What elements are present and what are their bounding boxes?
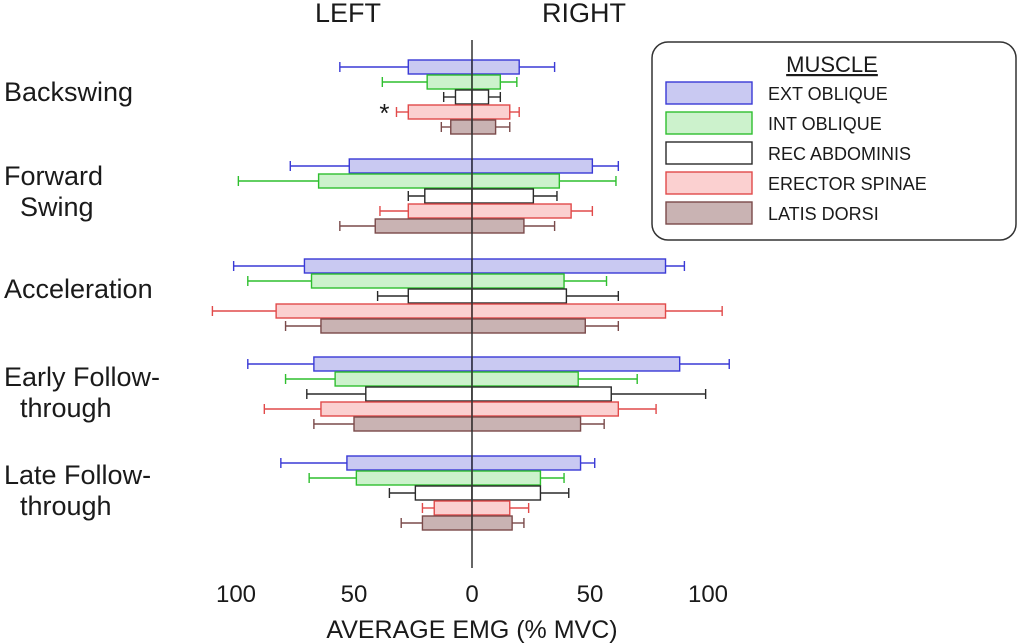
legend-label: EXT OBLIQUE bbox=[768, 84, 888, 104]
x-tick-label: 0 bbox=[465, 581, 478, 608]
bar-right bbox=[471, 318, 586, 334]
category-label: through bbox=[20, 393, 112, 423]
x-tick-label: 100 bbox=[688, 581, 728, 608]
bar-left bbox=[310, 273, 473, 289]
bar-left bbox=[320, 401, 473, 417]
bar-right bbox=[471, 119, 497, 135]
bar-right bbox=[471, 371, 579, 387]
bar-left bbox=[346, 455, 473, 471]
legend-label: ERECTOR SPINAE bbox=[768, 174, 927, 194]
bar-right bbox=[471, 173, 561, 189]
bar-left bbox=[407, 288, 473, 304]
legend-label: INT OBLIQUE bbox=[768, 114, 882, 134]
x-axis-title: AVERAGE EMG (% MVC) bbox=[326, 616, 617, 644]
bar-right bbox=[471, 500, 511, 516]
bar-left bbox=[353, 416, 473, 432]
bar-left bbox=[374, 218, 473, 234]
legend-label: LATIS DORSI bbox=[768, 204, 879, 224]
bar-right bbox=[471, 401, 620, 417]
bar-right bbox=[471, 59, 520, 75]
bar-right bbox=[471, 158, 594, 174]
category-label: through bbox=[20, 491, 112, 521]
bar-right bbox=[471, 218, 525, 234]
x-tick-label: 50 bbox=[341, 581, 368, 608]
bar-left bbox=[320, 318, 473, 334]
bar-left bbox=[317, 173, 473, 189]
bar-left bbox=[348, 158, 473, 174]
left-side-label: LEFT bbox=[315, 0, 381, 28]
bar-left bbox=[275, 303, 473, 319]
category-label: Backswing bbox=[4, 77, 133, 107]
bar-left bbox=[454, 89, 473, 105]
bar-right bbox=[471, 485, 542, 501]
bar-right bbox=[471, 303, 667, 319]
legend-swatch bbox=[665, 111, 753, 135]
bar-right bbox=[471, 188, 535, 204]
category-label: Acceleration bbox=[4, 274, 153, 304]
significance-marker: * bbox=[379, 98, 389, 128]
bar-right bbox=[471, 470, 542, 486]
bar-left bbox=[450, 119, 473, 135]
bar-left bbox=[414, 485, 473, 501]
bar-left bbox=[365, 386, 473, 402]
bar-left bbox=[407, 104, 473, 120]
legend-swatch bbox=[665, 81, 753, 105]
legend-label: REC ABDOMINIS bbox=[768, 144, 911, 164]
x-tick-label: 50 bbox=[577, 581, 604, 608]
bar-right bbox=[471, 455, 582, 471]
bar-right bbox=[471, 203, 572, 219]
bar-right bbox=[471, 104, 511, 120]
bar-left bbox=[421, 515, 473, 531]
category-label: Late Follow- bbox=[4, 460, 151, 490]
category-label: Early Follow- bbox=[4, 362, 160, 392]
bar-right bbox=[471, 258, 667, 274]
x-tick-label: 100 bbox=[216, 581, 256, 608]
bar-right bbox=[471, 515, 513, 531]
bar-left bbox=[313, 356, 473, 372]
bar-right bbox=[471, 74, 502, 90]
bar-right bbox=[471, 89, 490, 105]
bar-left bbox=[303, 258, 473, 274]
category-label: Swing bbox=[20, 192, 94, 222]
bar-left bbox=[426, 74, 473, 90]
bar-left bbox=[355, 470, 473, 486]
legend-swatch bbox=[665, 141, 753, 165]
bar-right bbox=[471, 416, 582, 432]
bar-right bbox=[471, 273, 565, 289]
legend-swatch bbox=[665, 171, 753, 195]
bar-left bbox=[433, 500, 473, 516]
legend-swatch bbox=[665, 201, 753, 225]
bar-left bbox=[424, 188, 473, 204]
bar-right bbox=[471, 356, 681, 372]
bar-left bbox=[407, 203, 473, 219]
bar-right bbox=[471, 386, 612, 402]
bar-left bbox=[407, 59, 473, 75]
right-side-label: RIGHT bbox=[542, 0, 626, 28]
category-label: Forward bbox=[4, 161, 103, 191]
bar-right bbox=[471, 288, 568, 304]
legend-title: MUSCLE bbox=[786, 52, 878, 77]
bar-left bbox=[334, 371, 473, 387]
